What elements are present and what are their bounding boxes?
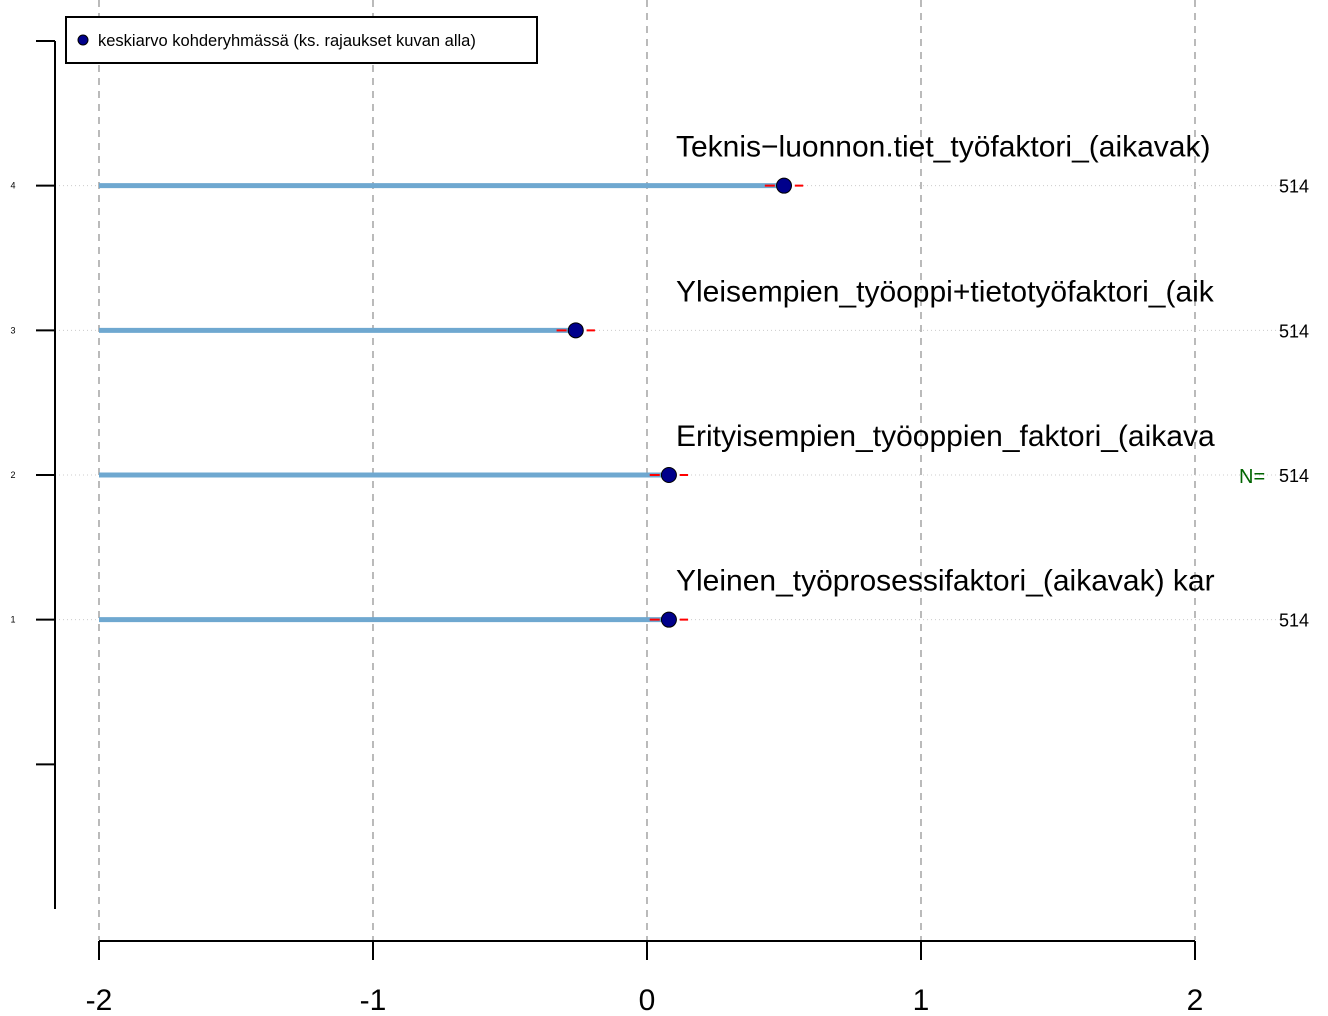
grid-layer bbox=[55, 0, 1300, 940]
legend: keskiarvo kohderyhmässä (ks. rajaukset k… bbox=[65, 16, 538, 64]
n-value: 514 bbox=[1279, 611, 1309, 631]
item-label: Yleinen_työprosessifaktori_(aikavak) kar bbox=[676, 565, 1215, 598]
mark-layer bbox=[99, 177, 804, 628]
legend-label: keskiarvo kohderyhmässä (ks. rajaukset k… bbox=[98, 32, 476, 50]
x-tick-label: 1 bbox=[913, 984, 930, 1016]
legend-box bbox=[65, 16, 538, 64]
item-label: Yleisempien_työoppi+tietotyöfaktori_(aik bbox=[676, 275, 1215, 308]
y-tick-label: 3 bbox=[10, 325, 15, 335]
legend-marker bbox=[77, 34, 89, 46]
mean-point bbox=[660, 611, 677, 628]
y-tick-label: 4 bbox=[10, 181, 15, 191]
n-value: 514 bbox=[1279, 321, 1309, 341]
n-prefix-label: N= bbox=[1239, 466, 1265, 488]
x-tick-label: -1 bbox=[360, 984, 387, 1016]
y-tick-label: 2 bbox=[10, 470, 15, 480]
item-label: Erityisempien_työoppien_faktori_(aikava bbox=[676, 420, 1215, 453]
mean-point bbox=[567, 322, 584, 339]
x-tick-label: -2 bbox=[86, 984, 113, 1016]
mean-point bbox=[776, 177, 792, 194]
y-tick-label: 1 bbox=[10, 615, 15, 625]
n-value: 514 bbox=[1279, 466, 1309, 486]
item-label: Teknis−luonnon.tiet_työfaktori_(aikavak) bbox=[676, 131, 1210, 164]
label-layer: Teknis−luonnon.tiet_työfaktori_(aikavak)… bbox=[676, 131, 1309, 631]
x-tick-label: 0 bbox=[639, 984, 656, 1016]
x-tick-label: 2 bbox=[1187, 984, 1204, 1016]
n-value: 514 bbox=[1279, 177, 1309, 197]
mean-point bbox=[660, 467, 677, 483]
axis-layer: -2 -1 0 1 2 1 2 3 4 bbox=[10, 40, 1204, 1016]
